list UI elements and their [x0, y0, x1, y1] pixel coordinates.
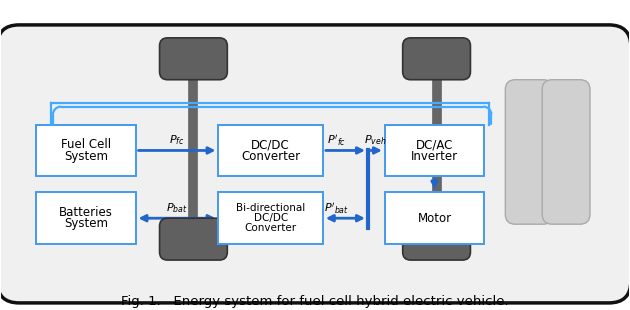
Text: Bi-directional: Bi-directional: [236, 203, 306, 213]
Text: Inverter: Inverter: [411, 150, 458, 163]
Text: DC/DC: DC/DC: [251, 138, 290, 151]
FancyBboxPatch shape: [385, 192, 484, 244]
Text: System: System: [64, 217, 108, 230]
FancyBboxPatch shape: [403, 218, 471, 260]
Text: System: System: [64, 150, 108, 163]
Text: Batteries: Batteries: [59, 206, 113, 219]
Text: Converter: Converter: [244, 223, 297, 233]
FancyBboxPatch shape: [403, 38, 471, 80]
Text: $P'_{fc}$: $P'_{fc}$: [328, 133, 347, 148]
Text: $P_{fc}$: $P_{fc}$: [169, 134, 185, 147]
Text: Converter: Converter: [241, 150, 301, 163]
FancyBboxPatch shape: [505, 80, 553, 224]
FancyBboxPatch shape: [385, 125, 484, 176]
FancyBboxPatch shape: [542, 80, 590, 224]
Text: $P_{bat}$: $P_{bat}$: [166, 202, 187, 215]
FancyBboxPatch shape: [219, 192, 323, 244]
FancyBboxPatch shape: [159, 218, 227, 260]
FancyBboxPatch shape: [159, 38, 227, 80]
Text: Fig. 1.   Energy system for fuel cell hybrid electric vehicle.: Fig. 1. Energy system for fuel cell hybr…: [121, 295, 509, 308]
Text: Motor: Motor: [418, 212, 452, 225]
Text: DC/DC: DC/DC: [253, 213, 288, 223]
Text: Fuel Cell: Fuel Cell: [60, 138, 111, 151]
FancyBboxPatch shape: [0, 25, 630, 303]
Text: $P'_{bat}$: $P'_{bat}$: [324, 201, 350, 216]
Text: $P_{veh}$: $P_{veh}$: [364, 134, 386, 147]
FancyBboxPatch shape: [36, 192, 135, 244]
FancyBboxPatch shape: [36, 125, 135, 176]
FancyBboxPatch shape: [219, 125, 323, 176]
Text: DC/AC: DC/AC: [416, 138, 453, 151]
